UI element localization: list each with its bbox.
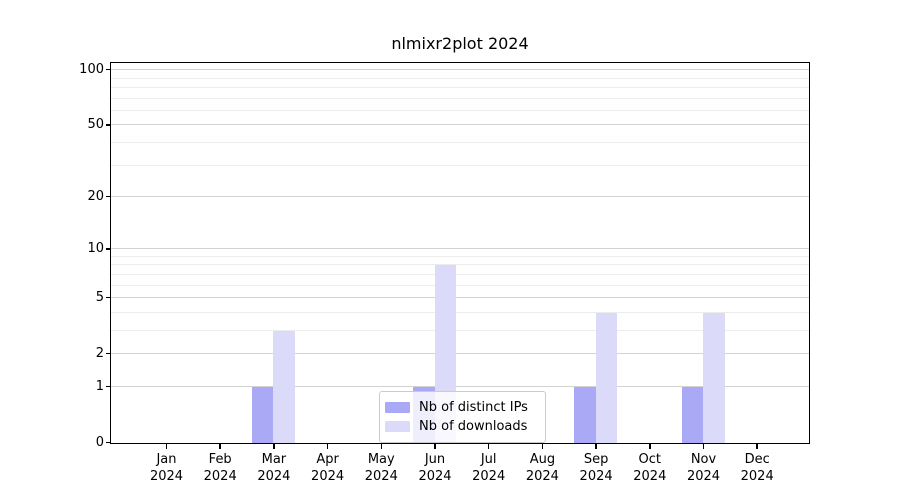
y-tick-label: 20 bbox=[87, 189, 104, 204]
gridline-minor bbox=[111, 311, 809, 313]
gridline-minor bbox=[111, 284, 809, 286]
gridline-minor bbox=[111, 273, 809, 275]
x-tick-year: 2024 bbox=[472, 469, 506, 484]
bar-downloads-sep bbox=[595, 312, 618, 443]
chart-title: nlmixr2plot 2024 bbox=[391, 34, 529, 53]
y-tick-label: 100 bbox=[79, 62, 104, 78]
x-tick-label-jan: Jan 2024 bbox=[135, 451, 199, 485]
gridline-minor bbox=[111, 97, 809, 99]
plot-area bbox=[110, 62, 810, 444]
legend-swatch-distinct-ips bbox=[385, 402, 410, 413]
y-tick-mark bbox=[106, 195, 111, 198]
x-tick-month: Oct bbox=[638, 452, 662, 467]
x-tick-month: Jul bbox=[480, 452, 497, 467]
y-tick-mark bbox=[106, 352, 111, 355]
bar-distinct-ips-mar bbox=[251, 387, 274, 443]
bar-distinct-ips-sep bbox=[574, 387, 596, 443]
x-tick-month: Sep bbox=[583, 452, 609, 467]
x-tick-year: 2024 bbox=[257, 469, 291, 484]
x-tick-label-sep: Sep 2024 bbox=[564, 451, 628, 485]
gridline-minor bbox=[111, 255, 809, 257]
x-tick-mark bbox=[756, 444, 758, 449]
x-tick-year: 2024 bbox=[740, 469, 774, 484]
y-tick-label: 2 bbox=[95, 346, 104, 362]
gridline-minor bbox=[111, 264, 809, 266]
x-tick-mark bbox=[165, 444, 168, 449]
x-tick-mark bbox=[541, 444, 544, 449]
x-tick-label-mar: Mar 2024 bbox=[242, 451, 306, 485]
x-tick-label-jun: Jun 2024 bbox=[403, 451, 467, 485]
x-tick-label-feb: Feb 2024 bbox=[188, 451, 252, 485]
x-tick-mark bbox=[380, 444, 383, 449]
gridline-minor bbox=[111, 86, 809, 88]
x-tick-month: Apr bbox=[316, 452, 339, 467]
x-tick-month: Mar bbox=[261, 452, 287, 467]
legend-label-distinct-ips: Nb of distinct IPs bbox=[419, 400, 528, 415]
x-tick-year: 2024 bbox=[686, 469, 721, 484]
x-tick-mark bbox=[434, 444, 436, 449]
gridline-major bbox=[111, 124, 809, 126]
legend-row-downloads: Nb of downloads bbox=[385, 418, 536, 435]
y-tick-label: 0 bbox=[95, 435, 104, 450]
x-tick-label-nov: Nov 2024 bbox=[672, 451, 736, 485]
x-tick-label-jul: Jul 2024 bbox=[457, 451, 521, 485]
y-tick-mark bbox=[106, 248, 111, 250]
x-tick-month: Jun bbox=[424, 452, 446, 467]
x-tick-label-dec: Dec 2024 bbox=[725, 451, 789, 485]
bar-downloads-nov bbox=[703, 312, 725, 443]
legend-label-downloads: Nb of downloads bbox=[419, 419, 528, 434]
gridline-major bbox=[111, 196, 809, 197]
bar-distinct-ips-nov bbox=[681, 387, 703, 443]
x-tick-year: 2024 bbox=[633, 469, 667, 484]
x-tick-month: May bbox=[367, 452, 395, 467]
gridline-major bbox=[111, 297, 809, 299]
x-tick-mark bbox=[219, 444, 221, 449]
gridline-minor bbox=[111, 77, 809, 79]
x-tick-label-may: May 2024 bbox=[349, 451, 413, 485]
gridline-major bbox=[111, 248, 809, 250]
x-tick-year: 2024 bbox=[418, 469, 452, 484]
gridline-minor bbox=[111, 329, 809, 331]
x-tick-year: 2024 bbox=[579, 469, 613, 484]
y-tick-label: 50 bbox=[87, 117, 104, 133]
y-tick-label: 1 bbox=[95, 378, 104, 394]
x-tick-month: Dec bbox=[744, 452, 770, 467]
legend-swatch-downloads bbox=[385, 421, 410, 432]
gridline-major bbox=[111, 353, 809, 355]
legend: Nb of distinct IPs Nb of downloads bbox=[379, 391, 546, 443]
x-tick-year: 2024 bbox=[149, 469, 184, 484]
x-tick-year: 2024 bbox=[364, 469, 398, 484]
y-tick-label: 10 bbox=[87, 241, 104, 257]
x-tick-mark bbox=[273, 444, 275, 449]
y-tick-mark bbox=[106, 385, 111, 388]
x-tick-month: Jan bbox=[156, 452, 177, 467]
x-tick-mark bbox=[487, 444, 490, 449]
y-tick-mark bbox=[106, 441, 111, 444]
gridline-minor bbox=[111, 141, 809, 143]
x-tick-mark bbox=[595, 444, 597, 449]
y-tick-mark bbox=[106, 68, 111, 71]
gridline-major bbox=[111, 69, 809, 71]
legend-row-distinct-ips: Nb of distinct IPs bbox=[385, 399, 536, 416]
x-tick-month: Nov bbox=[690, 452, 717, 467]
x-tick-year: 2024 bbox=[525, 469, 559, 484]
gridline-major bbox=[111, 385, 809, 387]
gridline-minor bbox=[111, 164, 809, 166]
x-tick-mark bbox=[702, 444, 705, 449]
x-tick-month: Feb bbox=[208, 452, 232, 467]
bar-downloads-mar bbox=[273, 331, 295, 443]
x-tick-label-oct: Oct 2024 bbox=[618, 451, 682, 485]
x-tick-month: Aug bbox=[529, 452, 556, 467]
x-tick-label-aug: Aug 2024 bbox=[510, 451, 574, 485]
x-tick-mark bbox=[649, 444, 651, 449]
y-tick-mark bbox=[106, 124, 111, 126]
x-tick-year: 2024 bbox=[311, 469, 345, 484]
y-tick-label: 5 bbox=[95, 290, 104, 306]
y-tick-mark bbox=[106, 296, 111, 299]
x-tick-mark bbox=[326, 444, 329, 449]
x-tick-label-apr: Apr 2024 bbox=[296, 451, 360, 485]
x-tick-year: 2024 bbox=[203, 469, 237, 484]
gridline-minor bbox=[111, 109, 809, 111]
